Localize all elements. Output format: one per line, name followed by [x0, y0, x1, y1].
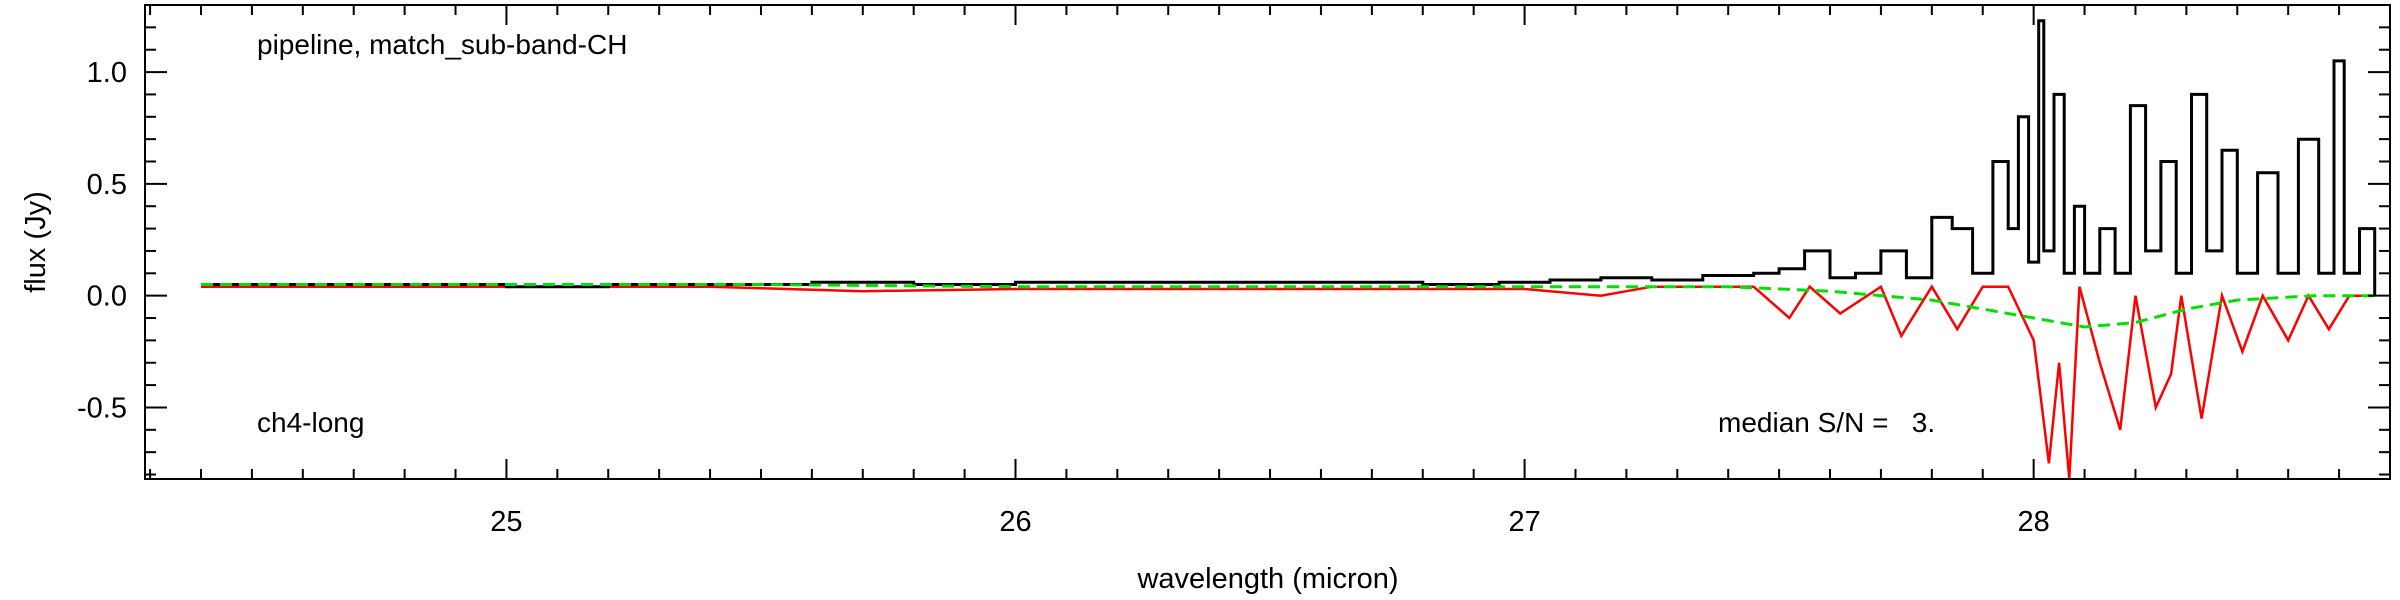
series-red-error [201, 284, 2375, 479]
y-tick-label: 1.0 [87, 57, 127, 89]
annotation-bottom-right: median S/N = 3. [1718, 407, 1935, 438]
label-layer: 25 26 27 28 -0.5 0.0 0.5 1.0 [77, 57, 2050, 538]
y-tick-label: -0.5 [77, 392, 127, 424]
tick-layer [145, 4, 2391, 479]
x-axis-label: wavelength (micron) [1136, 563, 1398, 595]
y-tick-label: 0.0 [87, 281, 127, 313]
x-tick-label: 25 [490, 506, 522, 538]
x-tick-label: 26 [999, 506, 1031, 538]
annotation-bottom-left: ch4-long [257, 407, 364, 438]
y-axis-label: flux (Jy) [20, 191, 52, 293]
series-black-step [201, 19, 2377, 296]
series-layer [201, 19, 2377, 479]
x-tick-label: 27 [1508, 506, 1540, 538]
series-green-dashed [201, 283, 2375, 329]
x-tick-label: 28 [2018, 506, 2050, 538]
plot-frame [144, 4, 2391, 480]
annotation-top-left: pipeline, match_sub-band-CH [257, 29, 627, 60]
y-tick-label: 0.5 [87, 169, 127, 201]
